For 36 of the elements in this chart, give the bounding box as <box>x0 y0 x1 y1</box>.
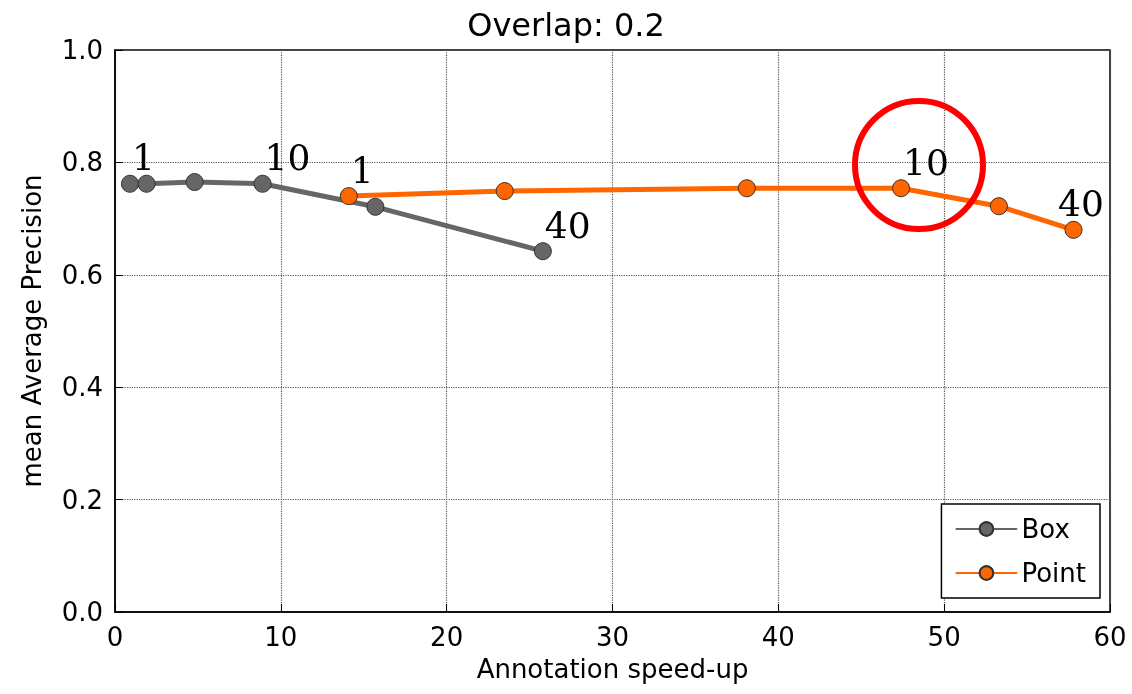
point <box>253 174 272 193</box>
x-tick-label: 30 <box>595 622 630 652</box>
point <box>339 187 358 206</box>
point <box>120 174 139 193</box>
annotation: 40 <box>544 204 591 246</box>
point <box>533 242 552 261</box>
legend-label: Point <box>1021 558 1087 588</box>
annotation: 10 <box>903 141 949 183</box>
annotation: 1 <box>350 149 374 191</box>
x-tick-label: 0 <box>106 622 124 652</box>
point <box>366 197 385 216</box>
point <box>737 179 756 198</box>
point <box>185 173 204 192</box>
point <box>1064 220 1083 239</box>
x-tick-label: 10 <box>264 622 298 652</box>
x-tick-label: 60 <box>1093 622 1127 652</box>
y-tick-label: 1.0 <box>61 35 103 65</box>
x-tick-label: 40 <box>761 622 795 652</box>
point <box>495 182 514 201</box>
point <box>892 179 911 198</box>
point <box>137 174 156 193</box>
y-tick-label: 0.0 <box>61 597 103 627</box>
chart-title: Overlap: 0.2 <box>467 6 665 44</box>
y-tick-label: 0.6 <box>61 259 103 290</box>
x-tick-label: 20 <box>430 622 464 652</box>
annotation: 1 <box>131 137 155 179</box>
y-tick-label: 0.2 <box>61 484 103 515</box>
y-axis-title: mean Average Precision <box>17 174 47 488</box>
legend-label: Box <box>1021 514 1070 544</box>
y-tick-label: 0.4 <box>61 372 103 403</box>
x-axis-title: Annotation speed-up <box>476 654 749 684</box>
x-tick-label: 50 <box>927 622 961 652</box>
annotation: 40 <box>1058 183 1104 225</box>
point <box>989 197 1008 216</box>
y-tick-label: 0.8 <box>61 147 103 178</box>
annotation: 10 <box>264 137 311 179</box>
